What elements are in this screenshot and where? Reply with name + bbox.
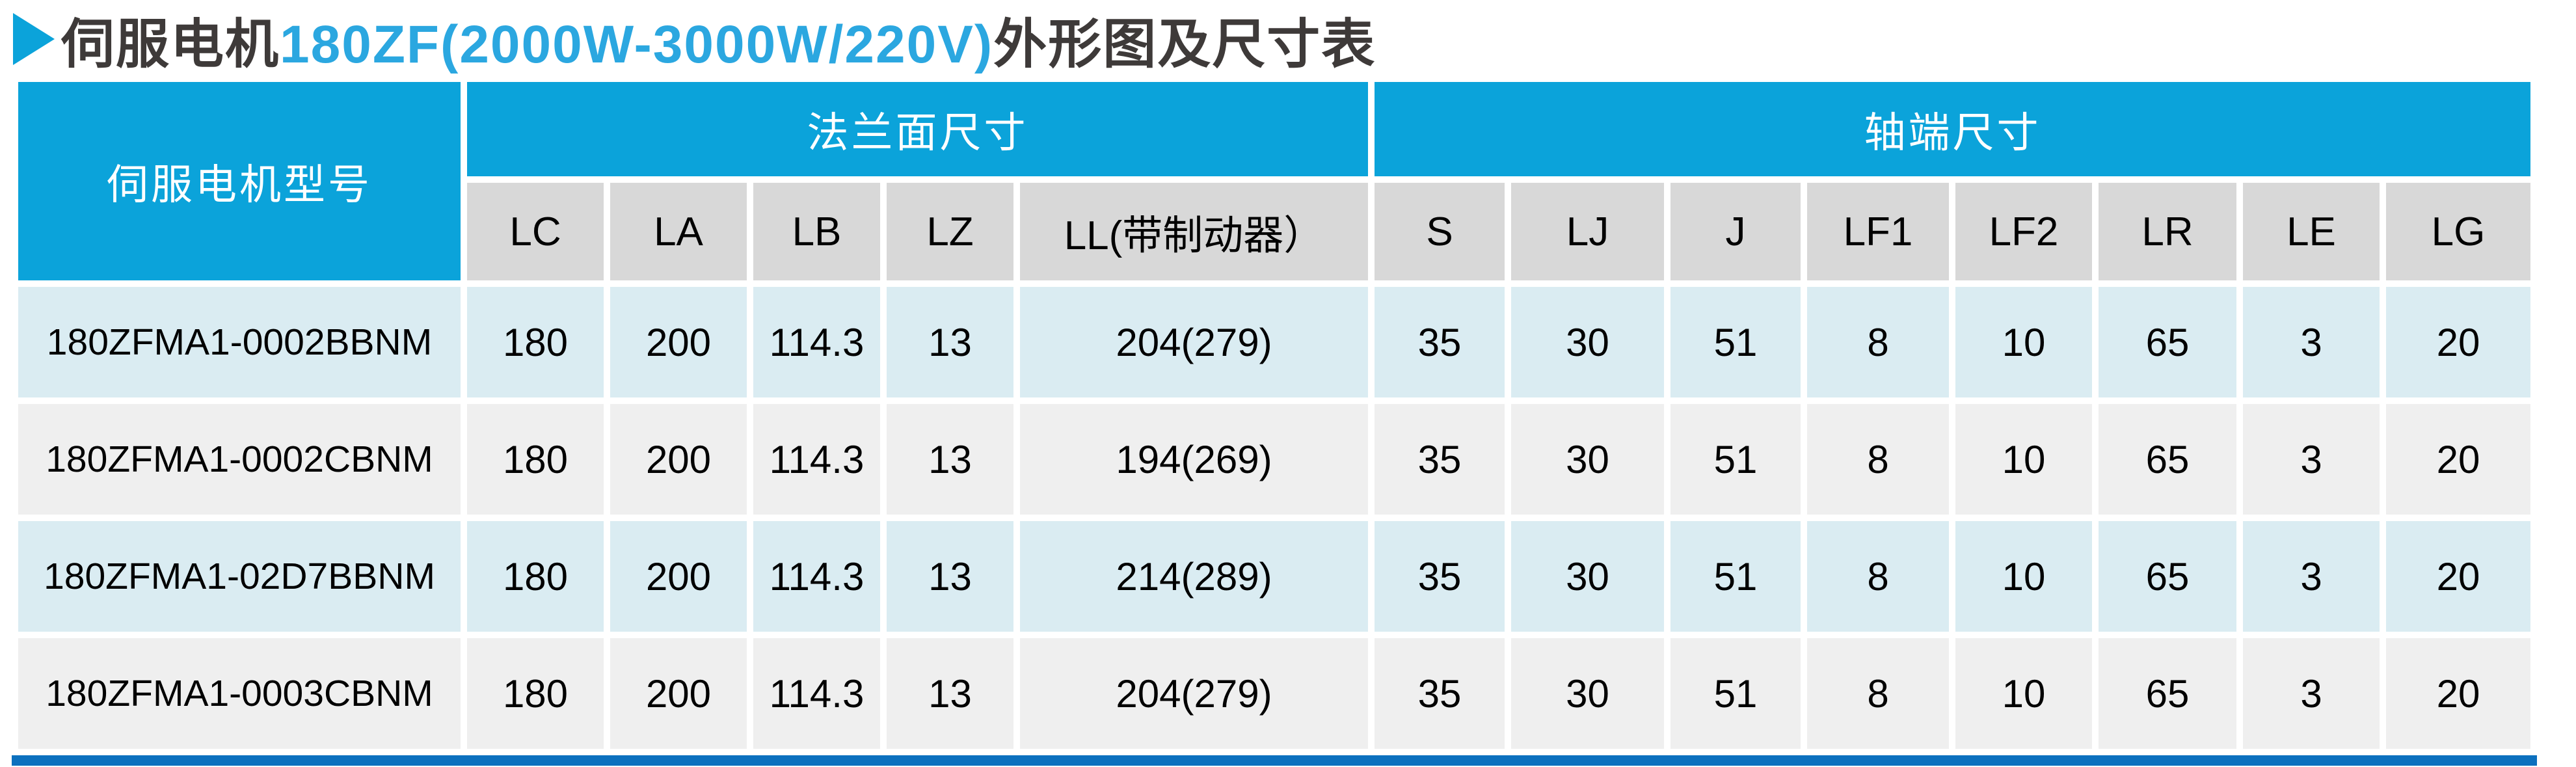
- cell-la: 200: [610, 521, 747, 632]
- cell-lj: 30: [1511, 638, 1664, 749]
- cell-j: 51: [1670, 638, 1801, 749]
- col-header-j: J: [1670, 183, 1801, 280]
- model-cell: 180ZFMA1-0003CBNM: [18, 638, 461, 749]
- cell-lc: 180: [467, 287, 604, 397]
- col-header-s: S: [1375, 183, 1505, 280]
- cell-lf2: 10: [1955, 404, 2092, 515]
- col-header-lr: LR: [2099, 183, 2236, 280]
- cell-lj: 30: [1511, 521, 1664, 632]
- model-cell: 180ZFMA1-02D7BBNM: [18, 521, 461, 632]
- flange-group-header: 法兰面尺寸: [467, 82, 1368, 176]
- cell-lf2: 10: [1955, 287, 2092, 397]
- table-row: 180ZFMA1-02D7BBNM 180 200 114.3 13 214(2…: [18, 521, 2530, 632]
- cell-lb: 114.3: [753, 521, 880, 632]
- table-row: 180ZFMA1-0003CBNM 180 200 114.3 13 204(2…: [18, 638, 2530, 749]
- cell-le: 3: [2243, 521, 2380, 632]
- table-row: 180ZFMA1-0002BBNM 180 200 114.3 13 204(2…: [18, 287, 2530, 397]
- cell-lr: 65: [2099, 638, 2236, 749]
- cell-s: 35: [1375, 404, 1505, 515]
- cell-le: 3: [2243, 287, 2380, 397]
- cell-lf1: 8: [1807, 287, 1949, 397]
- title-part-motor: 伺服电机: [61, 14, 280, 74]
- cell-le: 3: [2243, 638, 2380, 749]
- cell-lb: 114.3: [753, 638, 880, 749]
- title-part-model: 180ZF(2000W-3000W/220V): [280, 14, 994, 74]
- col-header-lf2: LF2: [1955, 183, 2092, 280]
- cell-la: 200: [610, 404, 747, 515]
- cell-lj: 30: [1511, 404, 1664, 515]
- model-cell: 180ZFMA1-0002BBNM: [18, 287, 461, 397]
- cell-lz: 13: [887, 521, 1013, 632]
- cell-lg: 20: [2386, 521, 2530, 632]
- cell-ll: 204(279): [1020, 287, 1368, 397]
- cell-lj: 30: [1511, 287, 1664, 397]
- cell-ll: 194(269): [1020, 404, 1368, 515]
- cell-lf1: 8: [1807, 521, 1949, 632]
- table-column-header-row: LC LA LB LZ LL(带制动器） S LJ J LF1 LF2 LR L…: [18, 183, 2530, 280]
- cell-ll: 214(289): [1020, 521, 1368, 632]
- col-header-lc: LC: [467, 183, 604, 280]
- title-part-suffix: 外形图及尺寸表: [993, 14, 1376, 74]
- cell-lb: 114.3: [753, 404, 880, 515]
- col-header-lf1: LF1: [1807, 183, 1949, 280]
- cell-la: 200: [610, 287, 747, 397]
- cell-lb: 114.3: [753, 287, 880, 397]
- cell-la: 200: [610, 638, 747, 749]
- cell-lz: 13: [887, 287, 1013, 397]
- cell-lz: 13: [887, 404, 1013, 515]
- cell-lg: 20: [2386, 287, 2530, 397]
- cell-lc: 180: [467, 521, 604, 632]
- cell-lr: 65: [2099, 521, 2236, 632]
- cell-lc: 180: [467, 404, 604, 515]
- dimension-table: 伺服电机型号 法兰面尺寸 轴端尺寸 LC LA LB LZ LL(带制动器） S…: [12, 75, 2537, 755]
- col-header-lj: LJ: [1511, 183, 1664, 280]
- play-triangle-icon: [13, 13, 55, 65]
- cell-j: 51: [1670, 287, 1801, 397]
- table-group-header-row: 伺服电机型号 法兰面尺寸 轴端尺寸: [18, 82, 2530, 280]
- cell-lf1: 8: [1807, 638, 1949, 749]
- page-title-text: 伺服电机180ZF(2000W-3000W/220V)外形图及尺寸表: [61, 1, 1376, 78]
- cell-le: 3: [2243, 404, 2380, 515]
- col-header-ll: LL(带制动器）: [1020, 183, 1368, 280]
- cell-s: 35: [1375, 638, 1505, 749]
- cell-lg: 20: [2386, 404, 2530, 515]
- model-cell: 180ZFMA1-0002CBNM: [18, 404, 461, 515]
- cell-lr: 65: [2099, 287, 2236, 397]
- cell-j: 51: [1670, 521, 1801, 632]
- col-header-lb: LB: [753, 183, 880, 280]
- cell-j: 51: [1670, 404, 1801, 515]
- cell-s: 35: [1375, 287, 1505, 397]
- cell-s: 35: [1375, 521, 1505, 632]
- col-header-la: LA: [610, 183, 747, 280]
- cell-lg: 20: [2386, 638, 2530, 749]
- table-row: 180ZFMA1-0002CBNM 180 200 114.3 13 194(2…: [18, 404, 2530, 515]
- cell-lr: 65: [2099, 404, 2236, 515]
- col-header-lz: LZ: [887, 183, 1013, 280]
- cell-lf2: 10: [1955, 638, 2092, 749]
- cell-lf1: 8: [1807, 404, 1949, 515]
- cell-lc: 180: [467, 638, 604, 749]
- col-header-lg: LG: [2386, 183, 2530, 280]
- shaft-group-header: 轴端尺寸: [1375, 82, 2530, 176]
- model-column-header: 伺服电机型号: [18, 82, 461, 280]
- cell-lz: 13: [887, 638, 1013, 749]
- table-bottom-accent-bar: [12, 755, 2537, 766]
- page-title: 伺服电机180ZF(2000W-3000W/220V)外形图及尺寸表: [0, 0, 2576, 75]
- cell-lf2: 10: [1955, 521, 2092, 632]
- cell-ll: 204(279): [1020, 638, 1368, 749]
- col-header-le: LE: [2243, 183, 2380, 280]
